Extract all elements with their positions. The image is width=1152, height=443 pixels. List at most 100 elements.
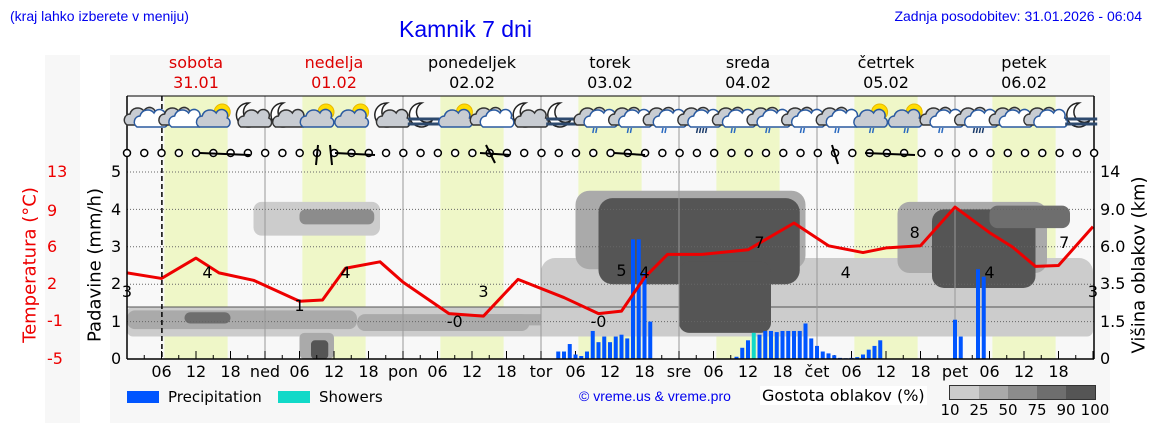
day-name: nedelja (304, 53, 364, 72)
day-name: četrtek (857, 53, 915, 72)
precipitation-bar (861, 354, 865, 359)
rain-icon (765, 127, 768, 134)
precipitation-bar (792, 330, 796, 359)
cloud-layer (127, 310, 357, 330)
rain-icon (733, 127, 736, 134)
precip-tick: 2 (111, 274, 122, 293)
wind-calm-icon (951, 148, 961, 158)
precipitation-bar (866, 349, 871, 359)
x-tick: 12 (737, 362, 759, 381)
density-label: 25 (969, 401, 989, 419)
rain-icon (978, 127, 982, 134)
precipitation-bar (757, 334, 762, 359)
precipitation-bar (780, 330, 785, 359)
wind-calm-icon (1020, 148, 1030, 158)
wind-calm-icon (589, 148, 598, 158)
showers-swatch (278, 391, 310, 403)
temperature-label: 8 (910, 223, 920, 242)
precipitation-bar (567, 344, 572, 359)
precipitation-bar (631, 239, 635, 359)
rain-icon (938, 127, 941, 134)
credit-link[interactable]: © vreme.us & vreme.pro (579, 388, 731, 404)
x-tick: 12 (875, 362, 897, 381)
rain-icon (698, 127, 702, 134)
density-swatch (1008, 386, 1037, 399)
wind-calm-icon (1072, 148, 1082, 158)
last-update: Zadnja posodobitev: 31.01.2026 - 06:04 (894, 8, 1142, 24)
precipitation-bar (596, 342, 601, 359)
wind-calm-icon (226, 148, 235, 158)
day-name: sreda (725, 53, 771, 72)
region-hint: (kraj lahko izberete v meniju) (10, 8, 189, 24)
density-label: 50 (998, 401, 1018, 419)
wind-calm-icon (381, 148, 391, 158)
x-tick: 18 (1048, 362, 1069, 381)
precip-tick: 3 (111, 237, 122, 256)
rain-icon (871, 127, 875, 134)
x-tick: 06 (979, 362, 1000, 381)
wind-calm-icon (848, 148, 857, 158)
day-header-3: torek 03.02 (541, 53, 679, 93)
wind-calm-icon (260, 148, 270, 158)
precipitation-swatch (127, 391, 159, 403)
temperature-label: 4 (340, 263, 350, 282)
cloud-layer (989, 205, 1070, 229)
temperature-label: 4 (984, 263, 994, 282)
day-date: 06.02 (1001, 73, 1047, 92)
wind-calm-icon (278, 148, 287, 158)
precipitation-bar (953, 319, 957, 359)
wind-barb-icon (864, 152, 916, 156)
precipitation-bar (855, 357, 860, 359)
density-label: 100 (1080, 401, 1110, 419)
rain-icon (906, 127, 909, 134)
x-tick: sre (666, 362, 692, 381)
wind-barb-icon (831, 144, 839, 165)
temperature-label: 5 (616, 261, 626, 280)
rain-icon (903, 127, 906, 134)
wind-calm-icon (295, 148, 304, 158)
rain-icon (802, 127, 806, 134)
precipitation-bar (602, 336, 607, 359)
day-name: petek (1001, 53, 1047, 72)
density-swatch (1037, 386, 1066, 399)
cloud-height-tick: 3.5 (1100, 274, 1126, 293)
precipitation-bar (579, 356, 584, 359)
temperature-label: 4 (202, 263, 212, 282)
wind-calm-icon (986, 148, 995, 158)
precipitation-bar (585, 351, 589, 359)
legend-showers: Showers (278, 388, 383, 406)
temperature-line (126, 205, 1095, 318)
wind-calm-icon (433, 148, 443, 158)
precipitation-bar (872, 345, 877, 359)
precip-tick: 4 (111, 200, 122, 219)
cloud-icon (479, 108, 515, 128)
precipitation-bar (981, 276, 986, 359)
rain-icon (975, 127, 979, 134)
rain-icon (730, 127, 733, 134)
x-tick: 06 (289, 362, 310, 381)
temperature-label: 3 (1088, 282, 1098, 301)
temp-tick: 9 (47, 201, 58, 220)
precipitation-bar (820, 351, 825, 359)
day-header-2: ponedeljek 02.02 (403, 53, 541, 93)
wind-calm-icon (468, 148, 477, 158)
rain-icon (704, 127, 708, 134)
wind-calm-icon (658, 148, 667, 158)
rain-icon (972, 127, 976, 134)
density-swatch (979, 386, 1008, 399)
legend-showers-label: Showers (319, 388, 383, 406)
precipitation-bar (636, 239, 641, 359)
precipitation-bar (826, 353, 831, 359)
precipitation-bar (769, 330, 773, 359)
temp-tick: -1 (47, 311, 63, 330)
wind-calm-icon (709, 148, 719, 158)
density-label: 90 (1056, 401, 1076, 419)
precipitation-bar (613, 336, 618, 359)
precipitation-bar (809, 338, 814, 359)
precipitation-bar (774, 332, 779, 359)
rain-icon (661, 127, 664, 134)
wind-calm-icon (1003, 148, 1013, 158)
wind-calm-icon (399, 148, 408, 158)
temperature-label: 7 (754, 233, 764, 252)
